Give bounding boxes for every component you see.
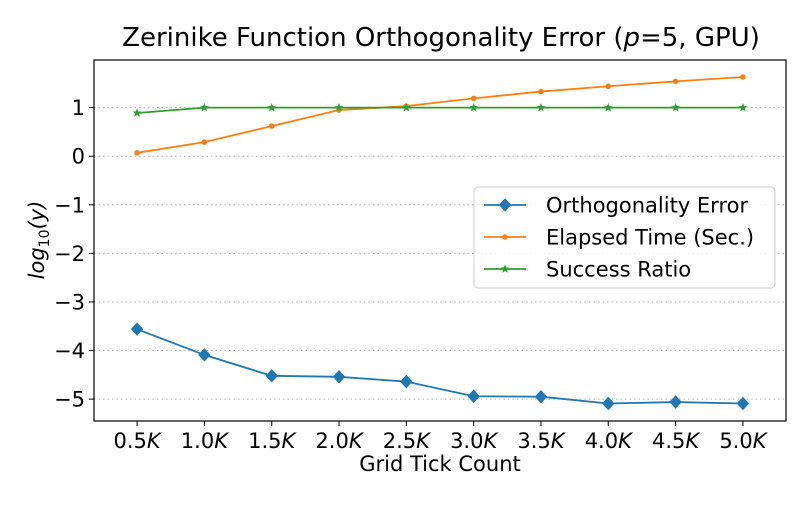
legend-entries: Orthogonality Error Elapsed Time (Sec.) Su…	[484, 194, 754, 282]
data-point	[400, 374, 413, 389]
x-tick-label: 1.5K	[248, 429, 297, 453]
legend-label: Success Ratio	[546, 258, 691, 282]
x-axis-ticks: 0.5K 1.0K 1.5K 2.0K 2.5K 3.0K 3.5K 4.0K 4.5K 5.0K	[113, 421, 769, 453]
y-axis-ticks: 1 0 −1 −2 −3 −4 −5	[54, 96, 94, 412]
legend-marker	[498, 198, 512, 212]
y-tick-label: 1	[72, 96, 85, 120]
x-tick-label: 5.0K	[719, 429, 768, 453]
series-layer	[130, 74, 750, 411]
y-axis-label-sub: 10	[37, 229, 53, 247]
data-point	[672, 78, 679, 85]
legend-entry: Orthogonality Error	[484, 194, 748, 218]
data-point	[534, 389, 548, 404]
data-point	[334, 103, 344, 112]
y-axis-label-base: log	[25, 247, 49, 279]
series-line	[136, 76, 743, 154]
x-tick-label: 2.0K	[315, 429, 364, 453]
y-axis-label-arg: (y)	[25, 201, 49, 230]
series-line	[136, 328, 743, 405]
data-point	[200, 103, 209, 112]
chart-title: Zerinike Function Orthogonality Error (p…	[122, 23, 760, 53]
data-point	[605, 83, 612, 90]
data-point	[268, 123, 275, 129]
legend-label: Elapsed Time (Sec.)	[546, 226, 754, 250]
y-tick-label: 0	[72, 145, 85, 169]
data-point	[134, 150, 140, 156]
data-point	[603, 103, 613, 112]
chart-title-param: p	[622, 23, 640, 53]
plot-frame	[93, 59, 787, 422]
data-point	[538, 88, 544, 95]
data-point	[736, 396, 750, 411]
legend-marker	[500, 264, 510, 273]
x-tick-label: 3.0K	[450, 429, 499, 453]
chart-title-suffix: =5, GPU)	[640, 23, 760, 53]
data-point	[738, 103, 748, 112]
data-point	[265, 369, 278, 383]
data-point	[198, 348, 211, 362]
series-line	[137, 106, 743, 114]
data-point	[132, 108, 142, 117]
chart-title-prefix: Zerinike Function Orthogonality Error (	[122, 23, 623, 53]
x-tick-label: 1.0K	[181, 429, 230, 453]
legend-entry: Elapsed Time (Sec.)	[484, 226, 754, 250]
legend-entry: Success Ratio	[484, 258, 691, 282]
data-point	[669, 395, 682, 409]
data-point	[740, 74, 746, 80]
x-axis-label: Grid Tick Count	[359, 452, 521, 476]
data-point	[469, 103, 479, 112]
y-tick-label: −5	[54, 388, 85, 412]
legend: Orthogonality Error Elapsed Time (Sec.) Su…	[473, 186, 776, 289]
data-point	[671, 103, 680, 112]
data-point	[201, 139, 208, 145]
series-diamond-0	[130, 322, 750, 411]
x-tick-label: 4.5K	[652, 429, 701, 453]
data-point	[470, 95, 477, 102]
legend-label: Orthogonality Error	[546, 194, 748, 218]
legend-marker	[502, 234, 508, 240]
y-tick-label: −3	[54, 290, 85, 314]
data-point	[602, 396, 615, 411]
x-tick-label: 4.0K	[585, 429, 634, 453]
y-tick-label: −1	[54, 193, 85, 217]
y-axis-label: log10(y)	[25, 201, 53, 280]
legend-box	[473, 186, 776, 289]
data-point	[536, 103, 546, 112]
x-tick-label: 3.5K	[517, 429, 566, 453]
data-point	[130, 322, 144, 336]
series-star-2	[132, 103, 748, 117]
x-tick-label: 0.5K	[113, 429, 162, 453]
data-point	[401, 103, 411, 112]
data-point	[267, 103, 277, 112]
y-tick-label: −2	[54, 242, 85, 266]
x-tick-label: 2.5K	[383, 429, 432, 453]
data-point	[467, 389, 480, 403]
y-tick-label: −4	[54, 339, 85, 363]
series-circle-1	[134, 74, 746, 156]
data-point	[332, 370, 346, 384]
